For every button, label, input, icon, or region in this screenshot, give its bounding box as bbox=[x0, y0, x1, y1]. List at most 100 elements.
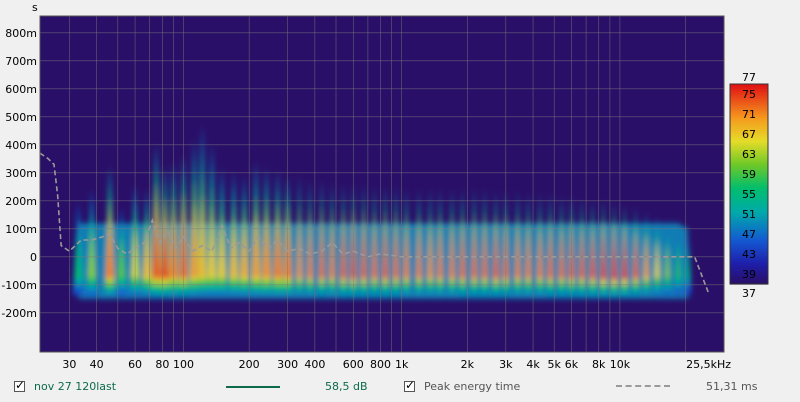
color-scale-step bbox=[730, 92, 768, 95]
color-scale-label: 75 bbox=[742, 88, 756, 101]
heatmap-ridge bbox=[240, 226, 249, 277]
heatmap-ridge bbox=[117, 238, 126, 277]
heatmap-ridge bbox=[340, 229, 346, 277]
color-scale-step bbox=[730, 196, 768, 199]
heatmap-ridge bbox=[559, 234, 564, 277]
color-scale-step bbox=[730, 174, 768, 177]
grid-lines bbox=[40, 16, 724, 352]
color-scale-step bbox=[730, 204, 768, 207]
y-tick-label: 300m bbox=[5, 167, 37, 180]
color-scale-step bbox=[730, 218, 768, 221]
heatmap-ridge bbox=[319, 228, 325, 277]
series1-label: nov 27 120last bbox=[34, 380, 117, 393]
spectrogram-chart: s 800m 700m 600m 500m 400m 300m 200m 100m 0 -100m… bbox=[1, 1, 769, 371]
color-scale-step bbox=[730, 200, 768, 203]
color-scale-step bbox=[730, 134, 768, 137]
x-tick-label: 5k bbox=[548, 358, 562, 371]
heatmap-ridge bbox=[218, 223, 226, 277]
color-scale-step bbox=[730, 188, 768, 191]
x-tick-label: 1k bbox=[395, 358, 409, 371]
color-scale-step bbox=[730, 270, 768, 273]
color-scale-step bbox=[730, 226, 768, 229]
heatmap-ridge bbox=[685, 248, 691, 277]
heatmap-ridge bbox=[471, 231, 477, 277]
heatmap-ridge bbox=[198, 208, 207, 277]
x-tick-label: 800 bbox=[370, 358, 391, 371]
color-scale-step bbox=[730, 128, 768, 131]
x-tick-label: 400 bbox=[304, 358, 325, 371]
color-scale-step bbox=[730, 276, 768, 279]
color-scale-step bbox=[730, 256, 768, 259]
color-scale-step bbox=[730, 114, 768, 117]
color-scale-label: 43 bbox=[742, 248, 756, 261]
series1-swatch bbox=[226, 386, 280, 388]
color-scale-step bbox=[730, 108, 768, 111]
heatmap-ridge bbox=[675, 246, 681, 277]
color-scale-step bbox=[730, 172, 768, 175]
color-scale-step bbox=[730, 248, 768, 251]
color-scale-step bbox=[730, 250, 768, 253]
color-scale-label: 55 bbox=[742, 188, 756, 201]
color-scale-step bbox=[730, 164, 768, 167]
color-scale: 77 75 71 67 63 59 55 51 47 43 39 37 bbox=[729, 71, 769, 300]
color-scale-step bbox=[730, 274, 768, 277]
color-scale-step bbox=[730, 88, 768, 91]
series2-checkbox[interactable] bbox=[404, 378, 415, 392]
color-scale-label: 51 bbox=[742, 208, 756, 221]
x-tick-label: 25,5kHz bbox=[686, 358, 731, 371]
color-scale-step bbox=[730, 192, 768, 195]
color-scale-step bbox=[730, 264, 768, 267]
color-scale-step bbox=[730, 228, 768, 231]
heatmap-ridge bbox=[449, 231, 455, 277]
color-scale-step bbox=[730, 106, 768, 109]
x-tick-label: 10k bbox=[610, 358, 631, 371]
legend: nov 27 120last 58,5 dB Peak energy time … bbox=[0, 378, 800, 398]
series1-value: 58,5 dB bbox=[325, 380, 368, 393]
color-scale-label: 71 bbox=[742, 108, 756, 121]
y-tick-label: -200m bbox=[1, 307, 37, 320]
color-scale-step bbox=[730, 244, 768, 247]
series1-checkbox[interactable] bbox=[14, 378, 25, 392]
color-scale-step bbox=[730, 124, 768, 127]
color-scale-step bbox=[730, 84, 768, 87]
y-tick-label: 400m bbox=[5, 139, 37, 152]
color-scale-step bbox=[730, 252, 768, 255]
color-scale-label: 37 bbox=[742, 287, 756, 300]
heatmap-ridge bbox=[393, 230, 399, 277]
heatmap-ridge bbox=[664, 245, 670, 277]
color-scale-step bbox=[730, 210, 768, 213]
heatmap-ridge bbox=[372, 230, 377, 277]
heatmap-ridge bbox=[190, 213, 198, 277]
color-scale-step bbox=[730, 222, 768, 225]
color-scale-step bbox=[730, 184, 768, 187]
y-tick-label: 800m bbox=[5, 27, 37, 40]
x-tick-label: 60 bbox=[128, 358, 142, 371]
color-scale-step bbox=[730, 242, 768, 245]
color-scale-step bbox=[730, 142, 768, 145]
color-scale-step bbox=[730, 186, 768, 189]
heatmap-ridge bbox=[152, 214, 160, 277]
heatmap-ridge bbox=[230, 224, 238, 277]
y-tick-label: 200m bbox=[5, 195, 37, 208]
color-scale-step bbox=[730, 206, 768, 209]
heatmap-ridge bbox=[307, 228, 313, 277]
heatmap-ridge bbox=[74, 235, 83, 277]
y-axis-ticks: 800m 700m 600m 500m 400m 300m 200m 100m 0 -100m -2… bbox=[1, 27, 37, 320]
color-scale-label: 47 bbox=[742, 228, 756, 241]
heatmap-ridge bbox=[460, 231, 465, 277]
peak-energy-layer bbox=[40, 152, 710, 294]
x-axis-ticks: 30 40 60 80 100 200 300 400 600 800 1k 2k 3k 4k 5k 6k 8k… bbox=[62, 358, 731, 371]
color-scale-step bbox=[730, 150, 768, 153]
series2-label: Peak energy time bbox=[424, 380, 521, 393]
heatmap-ridge bbox=[525, 233, 531, 277]
heatmap-ridge bbox=[537, 233, 543, 277]
y-tick-label: -100m bbox=[1, 279, 37, 292]
heatmap-ridge bbox=[654, 241, 660, 277]
color-scale-step bbox=[730, 132, 768, 135]
color-scale-step bbox=[730, 216, 768, 219]
heatmap-ridge bbox=[160, 223, 169, 277]
heatmap-ridge bbox=[273, 224, 282, 277]
color-scale-step bbox=[730, 160, 768, 163]
color-scale-step bbox=[730, 198, 768, 201]
color-scale-step bbox=[730, 112, 768, 115]
